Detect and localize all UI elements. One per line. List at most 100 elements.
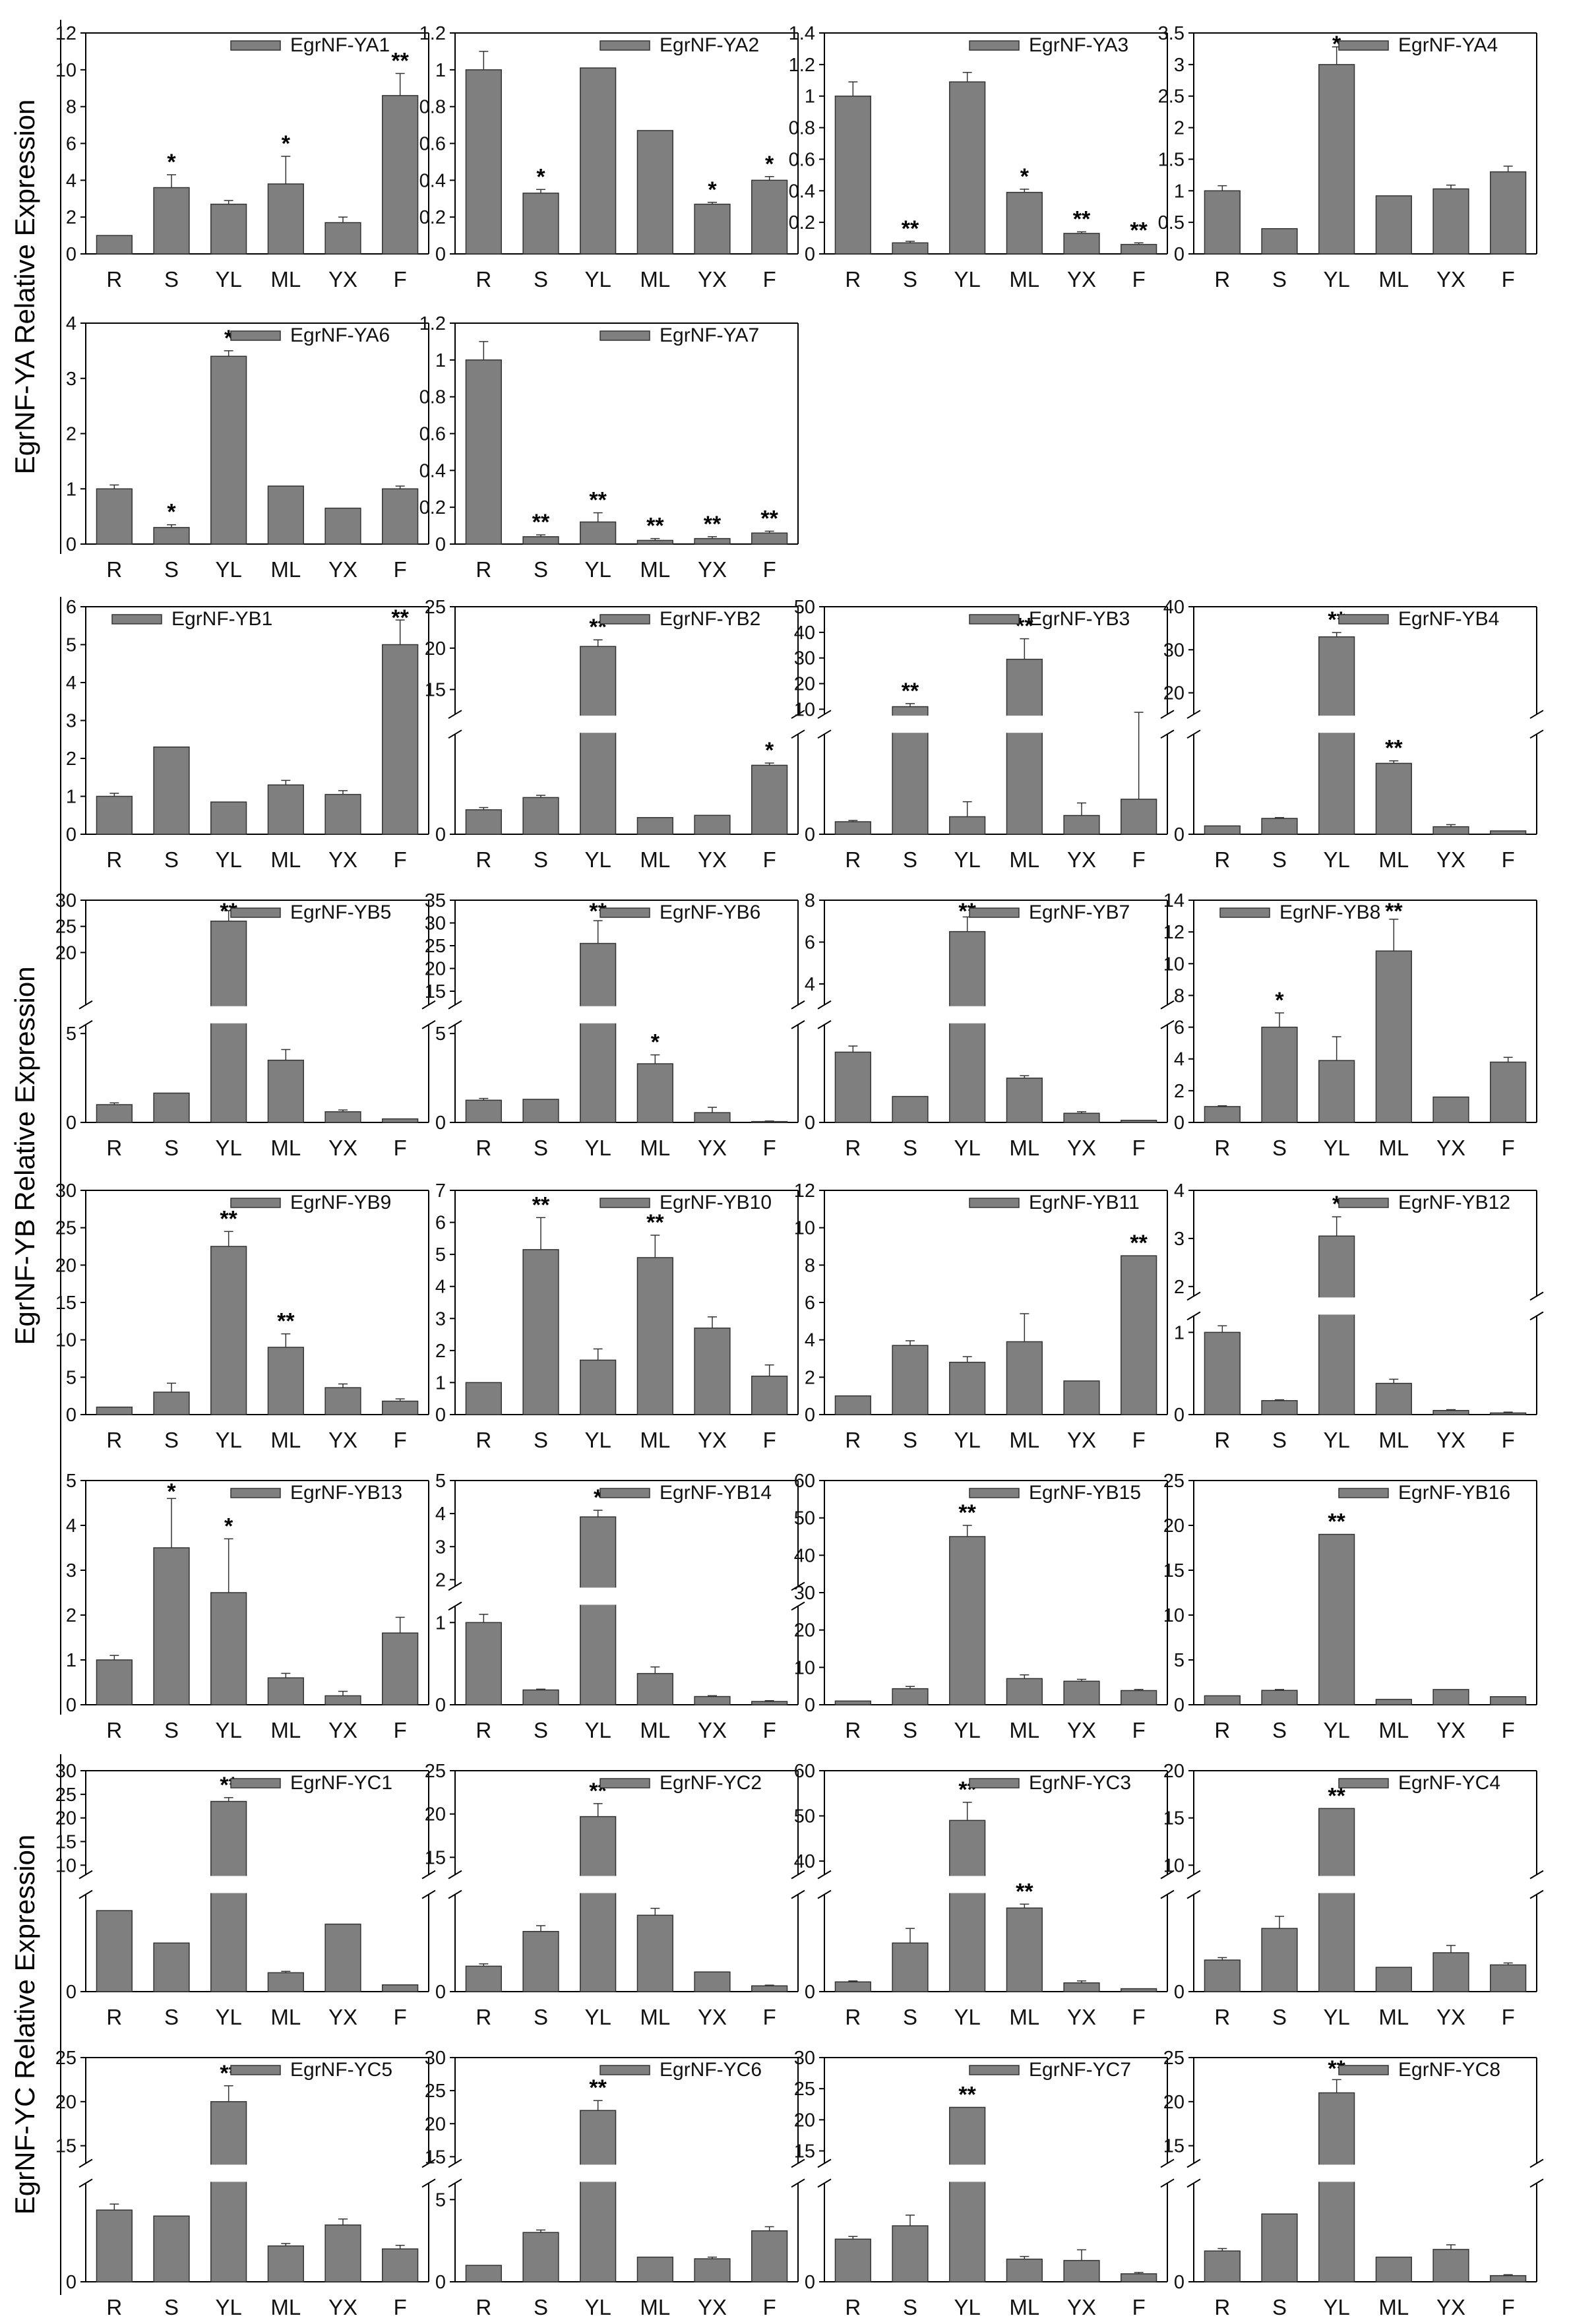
bar-ml <box>636 130 673 255</box>
x-tick-label: S <box>1272 1718 1287 1742</box>
y-tick-label: 0 <box>435 824 446 845</box>
legend-swatch <box>230 2065 281 2075</box>
axis-break-mark <box>78 1870 93 1880</box>
bar-r <box>96 1659 133 1705</box>
y-tick-label: 0 <box>435 1113 446 1134</box>
y-tick-label: 20 <box>55 1255 77 1276</box>
legend-swatch <box>969 1198 1020 1208</box>
significance-marker: * <box>282 131 291 156</box>
chart-egrnf-yb8: 0 2 4 6 8 10 12 14 R * S YL ** ML YX F EgrNF-YB8 <box>1163 890 1537 1160</box>
x-tick-label: S <box>534 267 548 291</box>
axis-break-mark <box>817 2178 832 2188</box>
axis-break-mark <box>791 729 805 739</box>
bar-f <box>382 1632 419 1705</box>
y-tick-label: 0.4 <box>419 170 446 191</box>
bar-f <box>751 179 788 255</box>
bar-yl <box>1318 1808 1355 1992</box>
y-tick-label: 4 <box>66 673 77 694</box>
bar-ml <box>267 1347 304 1415</box>
bar-yx <box>324 507 361 545</box>
bar-yx <box>1063 814 1100 835</box>
bar-r <box>96 1104 133 1123</box>
bar-ml <box>1375 950 1412 1123</box>
bar-ml <box>267 784 304 835</box>
x-tick-label: S <box>164 847 179 872</box>
y-tick-label: 1 <box>1174 181 1184 202</box>
y-tick-label: 1 <box>1174 1322 1184 1343</box>
x-tick-label: YX <box>1067 267 1096 291</box>
x-tick-label: ML <box>1009 1136 1039 1160</box>
x-tick-label: YL <box>954 2295 980 2319</box>
bar-yl <box>1318 1235 1355 1415</box>
bar-r <box>96 488 133 545</box>
bar-s <box>522 797 559 835</box>
bar-yl <box>949 1819 986 1992</box>
x-tick-label: ML <box>270 2295 301 2319</box>
axis-break-mark <box>421 1889 436 1899</box>
bar-break-gap <box>1317 716 1356 733</box>
bar-r <box>834 1395 871 1415</box>
bar-s <box>892 2225 929 2282</box>
bar-ml <box>1006 1078 1043 1123</box>
y-tick-label: 10 <box>55 60 77 81</box>
legend-label: EgrNF-YA1 <box>290 34 390 56</box>
bar-yx <box>1063 1113 1100 1123</box>
significance-marker: ** <box>902 679 919 704</box>
axis-break-mark <box>791 1870 805 1880</box>
bar-ml <box>267 1059 304 1123</box>
y-tick-label: 6 <box>1174 1018 1184 1039</box>
bar-r <box>465 1099 502 1123</box>
x-tick-label: S <box>534 1718 548 1742</box>
x-tick-label: ML <box>1009 2295 1039 2319</box>
bar-yx <box>324 1387 361 1415</box>
bar-ml <box>1375 762 1412 835</box>
bar-yl <box>949 931 986 1123</box>
bar-r <box>465 69 502 255</box>
bar-f <box>382 488 419 545</box>
bar-s <box>153 2215 190 2282</box>
legend-label: EgrNF-YB8 <box>1279 902 1380 923</box>
y-tick-label: 2 <box>1174 118 1184 139</box>
bar-yl <box>210 203 247 255</box>
x-tick-label: F <box>763 1428 776 1452</box>
x-tick-label: R <box>476 2005 491 2029</box>
significance-marker: ** <box>646 1210 664 1235</box>
y-tick-label: 25 <box>1163 2048 1184 2069</box>
y-tick-label: 4 <box>805 974 815 995</box>
y-tick-label: 10 <box>1163 1855 1184 1876</box>
x-tick-label: YL <box>584 267 611 291</box>
bar-s <box>892 242 929 255</box>
bar-r <box>1204 190 1241 255</box>
bar-break-gap <box>948 1006 987 1024</box>
y-tick-label: 3 <box>66 369 77 390</box>
significance-marker: ** <box>958 1500 976 1525</box>
y-tick-label: 60 <box>794 1471 815 1492</box>
axis-break-mark <box>421 1000 436 1010</box>
x-tick-label: YX <box>1067 1136 1096 1160</box>
legend-label: EgrNF-YC3 <box>1029 1772 1131 1794</box>
y-tick-label: 5 <box>66 1024 77 1045</box>
significance-marker: * <box>167 500 176 525</box>
bar-s <box>892 1345 929 1415</box>
bar-r <box>1204 1959 1241 1992</box>
y-tick-label: 10 <box>1163 954 1184 975</box>
y-tick-label: 5 <box>1174 1650 1184 1671</box>
x-tick-label: YX <box>698 2295 727 2319</box>
chart-egrnf-yb1: 0 1 2 3 4 5 6 R S YL ML YX ** F EgrNF-YB1 <box>66 597 429 872</box>
bar-ml <box>1006 658 1043 835</box>
y-tick-label: 15 <box>55 1831 77 1852</box>
x-tick-label: R <box>845 267 861 291</box>
bar-yx <box>324 1111 361 1123</box>
axis-break-mark <box>1186 710 1201 719</box>
y-tick-label: 4 <box>1174 1049 1184 1070</box>
y-tick-label: 0.6 <box>789 149 815 170</box>
y-tick-label: 5 <box>66 1471 77 1492</box>
y-tick-label: 0 <box>805 244 815 265</box>
x-tick-label: YL <box>215 1718 241 1742</box>
legend-swatch <box>230 330 281 341</box>
x-tick-label: R <box>845 2005 861 2029</box>
y-tick-label: 8 <box>66 97 77 118</box>
bar-break-gap <box>209 2164 248 2182</box>
x-tick-label: YX <box>1436 1428 1465 1452</box>
